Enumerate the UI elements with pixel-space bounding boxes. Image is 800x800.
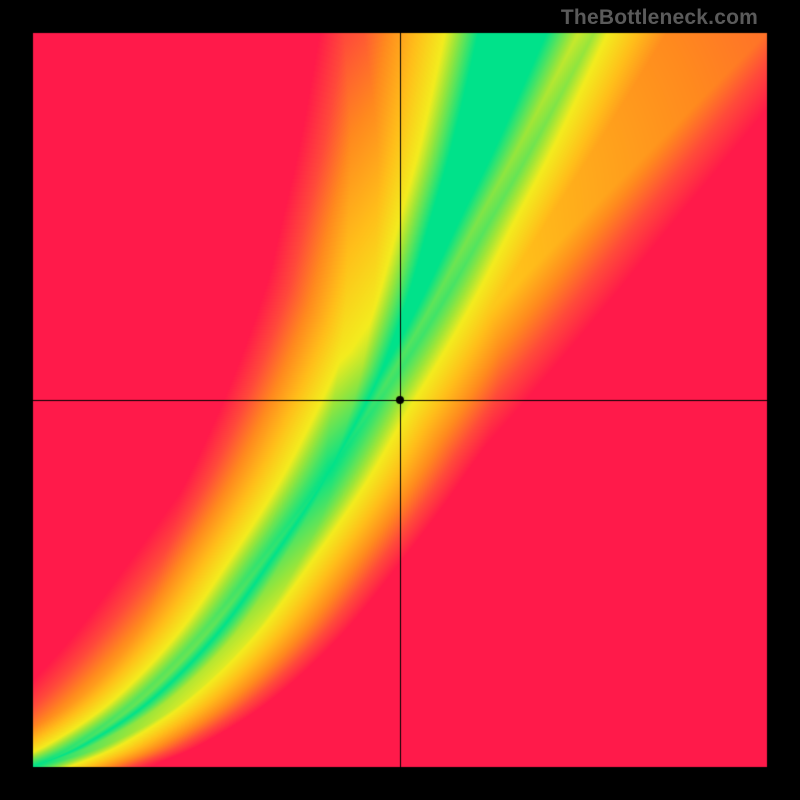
watermark-text: TheBottleneck.com: [561, 6, 758, 30]
heatmap-canvas: [0, 0, 800, 800]
chart-container: TheBottleneck.com: [0, 0, 800, 800]
